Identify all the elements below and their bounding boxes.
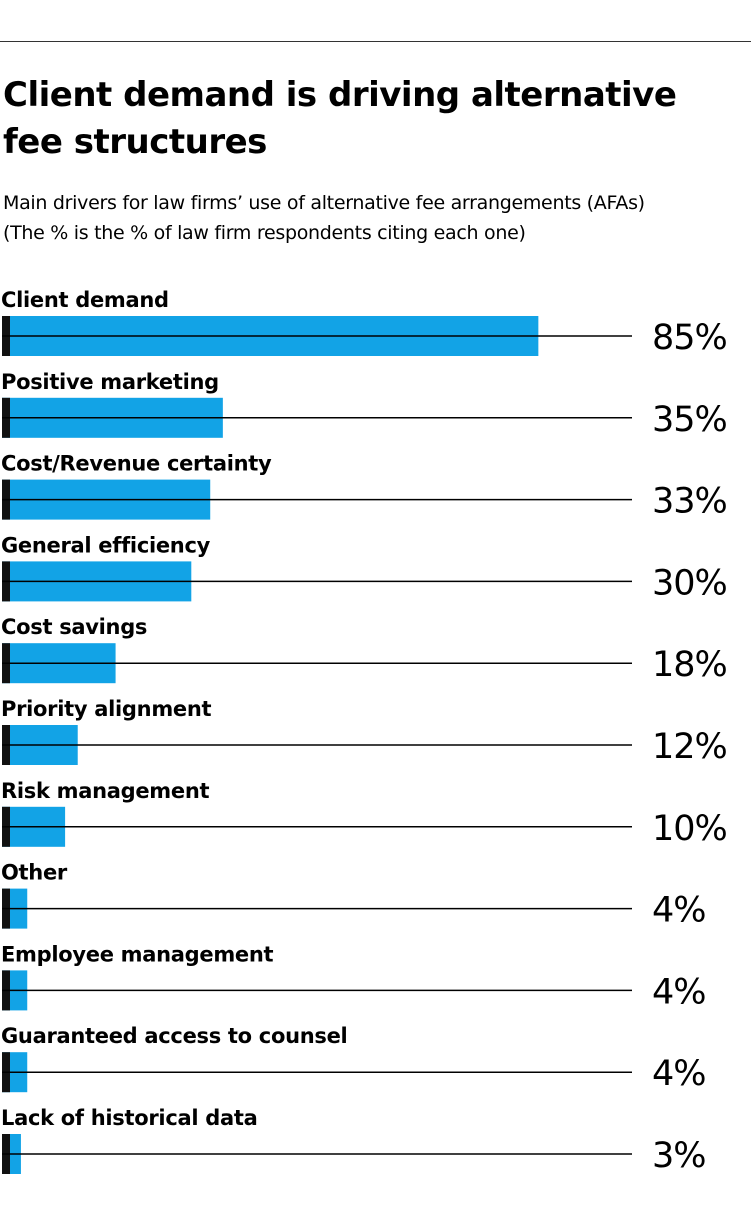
category-label: Risk management <box>1 779 209 803</box>
category-label: General efficiency <box>1 533 211 557</box>
category-label: Cost/Revenue certainty <box>1 452 272 476</box>
value-label: 33% <box>652 482 727 522</box>
chart-subtitle: Main drivers for law firms’ use of alter… <box>3 188 751 248</box>
category-label: Positive marketing <box>1 370 219 394</box>
value-label: 35% <box>652 400 727 440</box>
value-label: 4% <box>652 891 706 931</box>
value-label: 10% <box>652 809 727 849</box>
value-label: 3% <box>652 1136 706 1176</box>
category-label: Other <box>1 861 68 885</box>
chart-title: Client demand is driving alternative fee… <box>3 75 677 162</box>
value-label: 12% <box>652 727 727 767</box>
subtitle-line-1: Main drivers for law firms’ use of alter… <box>3 192 645 214</box>
top-rule <box>0 41 751 42</box>
value-label: 30% <box>652 563 727 603</box>
value-label: 4% <box>652 972 706 1012</box>
category-label: Employee management <box>1 942 273 966</box>
subtitle-line-2: (The % is the % of law firm respondents … <box>3 222 526 244</box>
category-label: Client demand <box>1 288 169 312</box>
category-label: Priority alignment <box>1 697 211 721</box>
category-label: Guaranteed access to counsel <box>1 1024 347 1048</box>
category-label: Lack of historical data <box>1 1106 257 1130</box>
category-label: Cost savings <box>1 615 147 639</box>
value-label: 4% <box>652 1054 706 1094</box>
value-label: 85% <box>652 318 727 358</box>
value-label: 18% <box>652 645 727 685</box>
